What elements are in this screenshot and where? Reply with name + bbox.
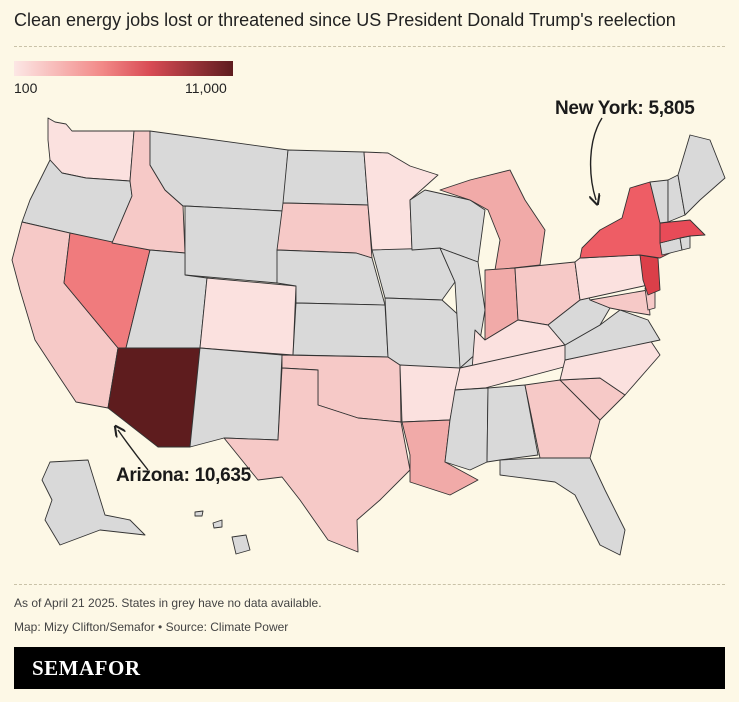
state-south-dakota (276, 202, 373, 259)
brand-bar: SEMAFOR (14, 647, 725, 689)
state-hawaii-maui (212, 519, 223, 529)
legend-color-bar (14, 61, 233, 76)
credit-line: Map: Mizy Clifton/Semafor • Source: Clim… (14, 620, 289, 634)
state-alabama (486, 384, 539, 463)
arizona-annotation: Arizona: 10,635 (116, 465, 251, 486)
chart-title: Clean energy jobs lost or threatened sin… (14, 10, 676, 30)
state-florida (499, 457, 626, 556)
state-maryland (589, 289, 651, 316)
state-new-jersey (639, 254, 661, 296)
state-hawaii-oahu (194, 510, 204, 517)
footnote: As of April 21 2025. States in grey have… (14, 596, 322, 610)
state-north-dakota (282, 149, 369, 206)
state-wisconsin (409, 189, 486, 263)
state-massachusetts (659, 219, 706, 244)
state-kansas (292, 302, 389, 358)
new-york-arrow (591, 117, 603, 200)
state-texas (223, 367, 411, 553)
legend-max-label: 11,000 (185, 80, 227, 96)
state-colorado (199, 277, 297, 356)
state-maine (677, 134, 726, 216)
state-georgia (524, 379, 601, 459)
legend-min-label: 100 (14, 80, 38, 96)
state-michigan (439, 169, 546, 271)
state-arizona (107, 347, 201, 448)
arizona-arrow (118, 430, 149, 471)
state-tennessee (454, 344, 591, 391)
bottom-divider (14, 584, 725, 585)
state-iowa (371, 247, 456, 301)
semafor-logo: SEMAFOR (32, 656, 141, 680)
state-hawaii-main (231, 534, 251, 555)
state-wyoming (184, 205, 284, 284)
new-york-annotation: New York: 5,805 (555, 98, 695, 119)
top-divider (14, 46, 725, 47)
state-alaska (41, 459, 146, 546)
state-new-mexico (189, 347, 283, 448)
